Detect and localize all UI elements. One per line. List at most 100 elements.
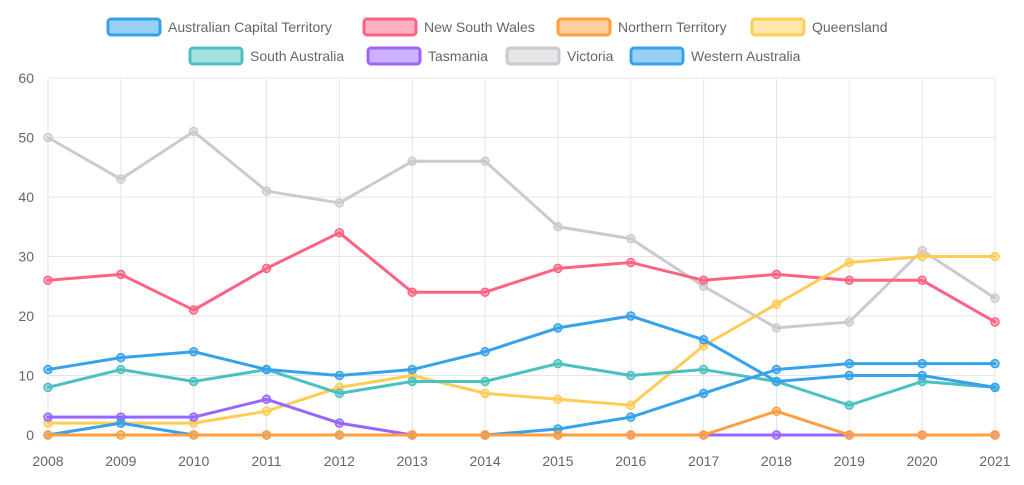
data-point[interactable]: [698, 430, 709, 440]
data-point[interactable]: [990, 382, 1000, 393]
legend-label: Tasmania: [428, 48, 488, 64]
data-point[interactable]: [261, 430, 272, 440]
data-point[interactable]: [116, 352, 126, 363]
data-point[interactable]: [43, 382, 53, 393]
data-point[interactable]: [188, 305, 199, 315]
data-point[interactable]: [844, 275, 855, 286]
data-point[interactable]: [626, 412, 636, 422]
data-point[interactable]: [771, 430, 782, 440]
legend-item[interactable]: Queensland: [750, 17, 888, 37]
data-point[interactable]: [844, 370, 855, 381]
legend-item[interactable]: Western Australia: [629, 46, 801, 66]
data-point[interactable]: [771, 299, 782, 309]
data-point[interactable]: [188, 126, 199, 137]
data-point[interactable]: [990, 251, 1000, 262]
data-point[interactable]: [43, 132, 53, 143]
data-point[interactable]: [480, 430, 490, 440]
data-point[interactable]: [771, 269, 782, 280]
data-point[interactable]: [480, 346, 490, 357]
data-point[interactable]: [698, 388, 709, 399]
data-point[interactable]: [553, 394, 563, 405]
data-point[interactable]: [844, 317, 855, 327]
data-point[interactable]: [334, 430, 345, 440]
data-point[interactable]: [844, 430, 855, 440]
data-point[interactable]: [334, 370, 345, 381]
data-point[interactable]: [261, 406, 272, 416]
data-point[interactable]: [553, 358, 563, 369]
legend-item[interactable]: Tasmania: [366, 46, 488, 66]
data-point[interactable]: [990, 293, 1000, 303]
data-point[interactable]: [626, 400, 636, 410]
data-point[interactable]: [261, 263, 272, 274]
data-point[interactable]: [188, 346, 199, 357]
legend-swatch: [106, 17, 162, 37]
data-point[interactable]: [480, 388, 490, 399]
data-point[interactable]: [990, 317, 1000, 327]
data-point[interactable]: [771, 376, 782, 387]
data-point[interactable]: [990, 358, 1000, 369]
data-point[interactable]: [334, 227, 345, 238]
x-tick-label: 2014: [469, 453, 500, 469]
legend-label: Northern Territory: [618, 19, 727, 35]
data-point[interactable]: [917, 370, 927, 381]
data-point[interactable]: [771, 364, 782, 375]
data-point[interactable]: [553, 263, 563, 274]
data-point[interactable]: [626, 370, 636, 381]
data-point[interactable]: [407, 376, 417, 387]
data-point[interactable]: [407, 430, 417, 440]
data-point[interactable]: [698, 364, 709, 375]
data-point[interactable]: [698, 335, 709, 345]
data-point[interactable]: [407, 287, 417, 297]
data-point[interactable]: [261, 186, 272, 196]
data-point[interactable]: [917, 430, 927, 440]
data-point[interactable]: [43, 364, 53, 375]
data-point[interactable]: [188, 376, 199, 387]
data-point[interactable]: [771, 323, 782, 333]
data-point[interactable]: [116, 430, 126, 440]
x-tick-label: 2011: [251, 453, 281, 469]
legend-item[interactable]: Northern Territory: [556, 17, 727, 37]
data-point[interactable]: [553, 430, 563, 440]
data-point[interactable]: [261, 364, 272, 375]
data-point[interactable]: [43, 412, 53, 422]
data-point[interactable]: [626, 257, 636, 268]
data-point[interactable]: [407, 156, 417, 167]
data-point[interactable]: [480, 287, 490, 297]
data-point[interactable]: [480, 376, 490, 387]
data-point[interactable]: [334, 198, 345, 208]
data-point[interactable]: [844, 358, 855, 369]
data-point[interactable]: [844, 400, 855, 410]
data-point[interactable]: [116, 418, 126, 428]
data-point[interactable]: [261, 394, 272, 405]
data-point[interactable]: [698, 275, 709, 286]
data-point[interactable]: [116, 269, 126, 280]
data-point[interactable]: [334, 418, 345, 428]
legend-item[interactable]: New South Wales: [362, 17, 535, 37]
data-point[interactable]: [43, 430, 53, 440]
legend-item[interactable]: Victoria: [505, 46, 614, 66]
legend-item[interactable]: Australian Capital Territory: [106, 17, 332, 37]
data-point[interactable]: [990, 430, 1000, 440]
data-point[interactable]: [553, 323, 563, 333]
data-point[interactable]: [917, 251, 927, 262]
data-point[interactable]: [407, 364, 417, 375]
data-point[interactable]: [334, 388, 345, 399]
data-point[interactable]: [626, 430, 636, 440]
data-point[interactable]: [480, 156, 490, 167]
data-point[interactable]: [188, 430, 199, 440]
legend-swatch: [556, 17, 612, 37]
data-point[interactable]: [43, 275, 53, 286]
data-point[interactable]: [917, 275, 927, 286]
data-point[interactable]: [116, 174, 126, 184]
data-point[interactable]: [553, 222, 563, 232]
series-line: [46, 362, 997, 407]
data-point[interactable]: [844, 257, 855, 268]
data-point[interactable]: [626, 233, 636, 244]
series-line: [46, 130, 997, 330]
data-point[interactable]: [188, 412, 199, 422]
data-point[interactable]: [116, 364, 126, 375]
data-point[interactable]: [626, 311, 636, 321]
data-point[interactable]: [917, 358, 927, 369]
data-point[interactable]: [771, 406, 782, 416]
legend-item[interactable]: South Australia: [188, 46, 344, 66]
